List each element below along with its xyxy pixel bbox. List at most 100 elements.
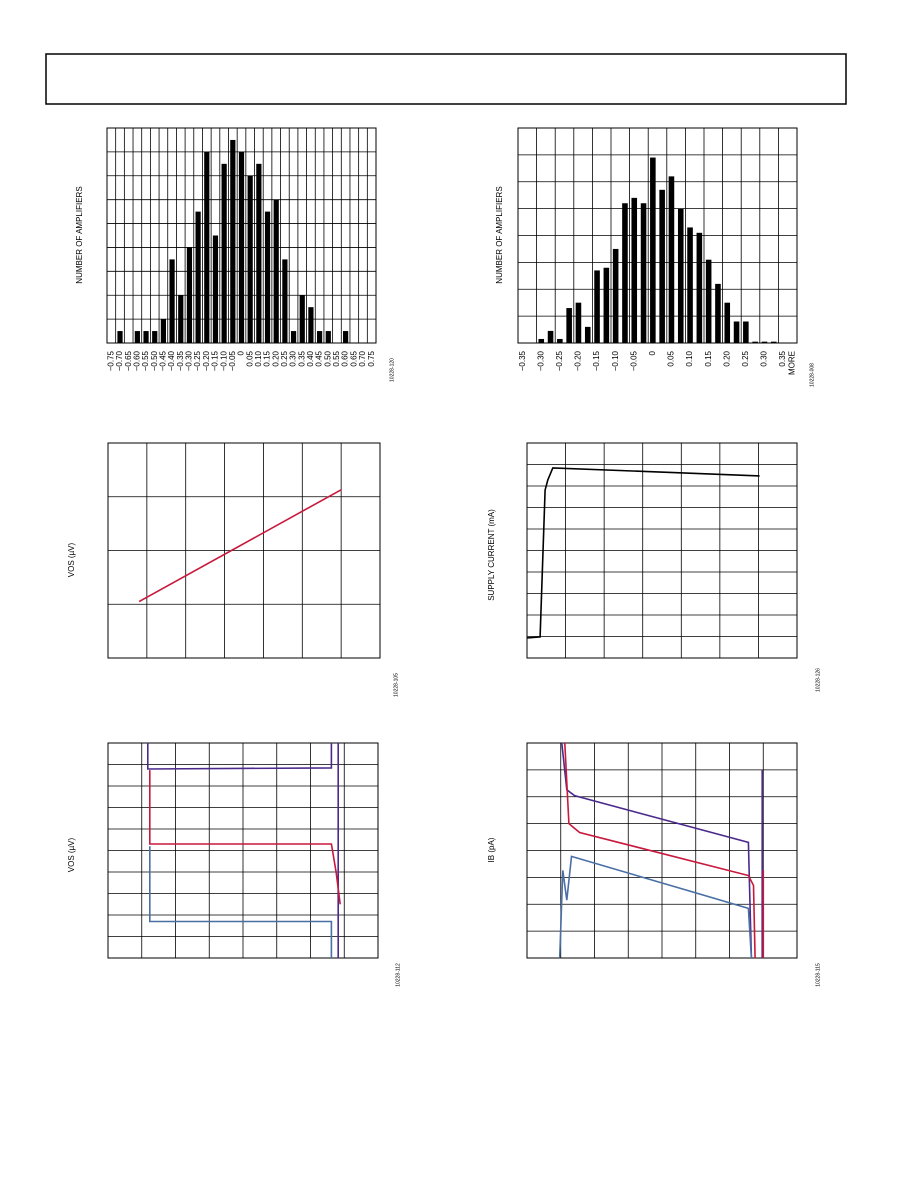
x-tick-label: −0.45 — [159, 350, 168, 371]
header-box — [45, 53, 847, 105]
figure-id: 10228-115 — [815, 963, 821, 987]
x-tick-label: 0.10 — [685, 350, 694, 366]
bar — [584, 326, 591, 343]
bar — [204, 151, 210, 343]
x-tick-label: 0.15 — [704, 350, 713, 366]
x-tick-label: −0.60 — [132, 350, 141, 371]
y-axis-label: VOS (µV) — [67, 837, 76, 872]
bar — [264, 211, 271, 343]
bar — [668, 176, 675, 343]
bar — [677, 208, 684, 343]
x-tick-label: −0.65 — [124, 350, 133, 371]
x-tick-label: MORE — [787, 351, 796, 375]
series-line — [138, 489, 342, 603]
x-tick-label: −0.30 — [185, 350, 194, 371]
x-tick-label: 0.45 — [315, 350, 324, 366]
x-tick-label: −0.15 — [211, 350, 220, 371]
x-tick-label: 0.25 — [741, 350, 750, 366]
bar — [316, 331, 323, 343]
figure-id: 10228-008 — [809, 363, 815, 387]
x-tick-label: −0.10 — [219, 350, 228, 371]
y-axis-label: NUMBER OF AMPLIFIERS — [75, 186, 84, 283]
x-tick-label: −0.40 — [167, 350, 176, 371]
bar — [538, 338, 545, 343]
figure-id: 10228-120 — [389, 358, 395, 382]
bar — [160, 319, 167, 343]
bar — [547, 330, 554, 343]
bar — [603, 267, 610, 343]
bar — [343, 331, 349, 343]
x-tick-label: 0.25 — [280, 350, 289, 366]
x-tick-label: 0.20 — [271, 350, 280, 366]
bar — [752, 341, 758, 343]
x-tick-label: −0.15 — [592, 350, 601, 371]
series-line — [149, 770, 341, 905]
bar — [117, 331, 123, 343]
x-tick-label: 0.15 — [263, 350, 272, 366]
bar — [273, 199, 279, 343]
x-tick-label: 0.75 — [367, 350, 376, 366]
bar — [733, 321, 740, 343]
x-tick-label: −0.70 — [115, 350, 124, 371]
x-tick-label: 0.10 — [254, 350, 263, 366]
bar — [169, 259, 175, 343]
bar — [640, 203, 647, 343]
bar — [705, 259, 712, 343]
series-line — [149, 846, 333, 958]
x-tick-label: 0 — [237, 350, 246, 355]
bar — [212, 235, 219, 343]
series-line — [526, 467, 760, 639]
series-line — [564, 742, 765, 959]
bar — [143, 331, 149, 343]
x-tick-label: 0.20 — [722, 350, 731, 366]
bar — [247, 175, 253, 343]
x-tick-label: −0.50 — [150, 350, 159, 371]
bar — [770, 341, 777, 343]
figure-id: 10228-126 — [815, 668, 821, 692]
bar — [221, 163, 227, 343]
bar — [715, 283, 721, 343]
x-tick-label: −0.20 — [202, 350, 211, 371]
bar — [282, 259, 288, 343]
plot-frame — [517, 127, 798, 344]
bar — [566, 308, 572, 343]
bar — [195, 211, 201, 343]
x-tick-label: −0.30 — [536, 350, 545, 371]
bar — [622, 203, 628, 343]
y-axis-label: VOS (µV) — [67, 542, 76, 577]
bar — [687, 227, 693, 343]
x-tick-label: 0.70 — [358, 350, 367, 366]
x-tick-label: 0.65 — [349, 350, 358, 366]
x-tick-label: 0 — [648, 350, 657, 355]
x-tick-label: 0.30 — [289, 350, 298, 366]
bar — [761, 341, 768, 343]
bar — [724, 302, 731, 343]
x-tick-label: −0.35 — [518, 350, 527, 371]
x-tick-label: 0.35 — [297, 350, 306, 366]
bar — [256, 163, 262, 343]
bar — [152, 331, 158, 343]
bar — [696, 232, 703, 343]
x-tick-label: −0.55 — [141, 350, 150, 371]
x-tick-label: −0.25 — [555, 350, 564, 371]
bar — [230, 139, 236, 343]
x-tick-label: 0.60 — [341, 350, 350, 366]
x-tick-label: −0.10 — [611, 350, 620, 371]
x-tick-label: 0.05 — [667, 350, 676, 366]
x-tick-label: −0.05 — [629, 350, 638, 371]
bar — [631, 197, 638, 343]
bar — [594, 270, 600, 343]
bar — [134, 331, 140, 343]
figure-id: 10228-112 — [395, 963, 401, 987]
bar — [612, 248, 619, 343]
figure-id: 10228-105 — [393, 673, 399, 697]
y-axis-label: NUMBER OF AMPLIFIERS — [495, 186, 504, 283]
x-tick-label: 0.40 — [306, 350, 315, 366]
x-tick-label: 0.30 — [760, 350, 769, 366]
bar — [186, 247, 193, 343]
series-line — [561, 742, 763, 959]
bar — [557, 338, 563, 343]
x-tick-label: −0.20 — [574, 350, 583, 371]
bar — [299, 295, 305, 343]
